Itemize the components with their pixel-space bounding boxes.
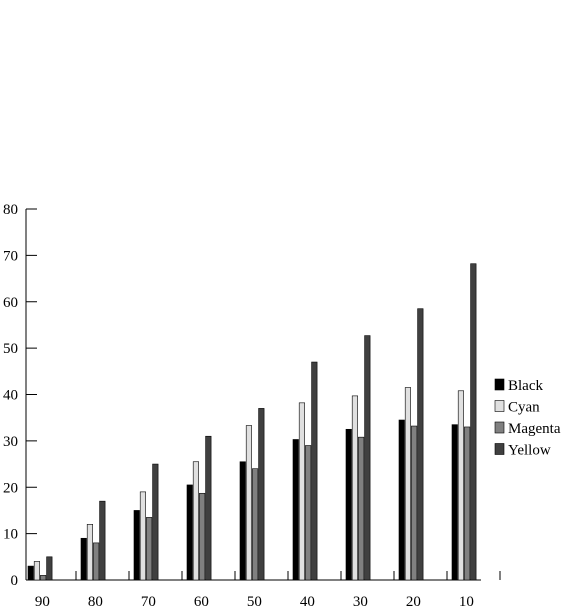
legend-label-yellow: Yellow [508, 443, 551, 459]
y-tick-label: 30 [3, 434, 18, 450]
bar-black-20 [398, 419, 405, 581]
bar-black-40 [292, 439, 299, 581]
x-tick-label: 40 [300, 594, 315, 610]
y-tick-label: 60 [3, 295, 18, 311]
bar-cyan-30 [351, 395, 359, 581]
bar-magenta-80 [93, 542, 100, 581]
bar-magenta-20 [411, 425, 418, 581]
bar-yellow-30 [364, 335, 371, 581]
y-tick-label: 10 [3, 527, 18, 543]
bar-magenta-50 [252, 468, 259, 581]
x-tick-label: 60 [194, 594, 209, 610]
y-tick-label: 20 [3, 480, 18, 496]
bar-yellow-90 [46, 556, 53, 581]
y-tick-label: 80 [3, 202, 18, 218]
bar-yellow-40 [311, 361, 318, 581]
bar-cyan-90 [33, 561, 41, 581]
bar-magenta-90 [40, 575, 47, 581]
bars [27, 263, 477, 581]
bar-cyan-40 [298, 402, 306, 581]
bar-black-90 [27, 565, 34, 581]
bar-black-50 [239, 461, 246, 581]
legend-swatch-black [494, 378, 505, 391]
x-tick-label: 30 [353, 594, 368, 610]
bar-black-70 [133, 510, 140, 581]
bar-cyan-10 [457, 390, 465, 581]
bar-cyan-60 [192, 461, 199, 581]
legend-label-cyan: Cyan [508, 400, 540, 416]
legend-label-magenta: Magenta [508, 421, 561, 437]
legend-swatch-magenta [494, 421, 505, 434]
bar-cyan-70 [139, 491, 146, 581]
bar-black-80 [80, 537, 87, 581]
bar-cyan-80 [86, 524, 93, 581]
bar-yellow-20 [417, 308, 424, 581]
x-tick-label: 20 [406, 594, 421, 610]
bar-magenta-60 [199, 492, 206, 581]
bar-magenta-70 [146, 517, 153, 581]
x-tick-label: 10 [459, 594, 474, 610]
x-tick-label: 80 [88, 594, 103, 610]
x-tick-label: 70 [141, 594, 156, 610]
y-tick-label: 50 [3, 341, 18, 357]
bar-yellow-70 [152, 463, 159, 581]
bar-yellow-50 [258, 408, 265, 581]
bar-black-30 [345, 428, 352, 581]
x-tick-label: 90 [35, 594, 50, 610]
bar-magenta-40 [305, 445, 312, 581]
y-tick-label: 0 [11, 573, 19, 589]
bar-yellow-10 [470, 263, 477, 581]
bar-black-10 [451, 424, 458, 581]
x-tick-label: 50 [247, 594, 262, 610]
bar-black-60 [186, 484, 193, 581]
bar-yellow-60 [205, 435, 212, 581]
legend: Black Cyan Magenta Yellow [494, 378, 561, 459]
bar-magenta-30 [358, 436, 365, 581]
bar-yellow-80 [99, 500, 106, 581]
bar-magenta-10 [464, 426, 471, 581]
legend-swatch-yellow [494, 443, 505, 455]
y-tick-label: 40 [3, 388, 18, 404]
legend-swatch-cyan [494, 400, 505, 412]
bar-cyan-50 [245, 425, 252, 581]
bar-cyan-20 [404, 387, 412, 581]
y-tick-label: 70 [3, 248, 18, 264]
tick-labels: 0 10 20 30 40 50 60 70 80 90 80 70 60 50 40 30 20 10 [3, 202, 474, 610]
legend-label-black: Black [508, 378, 543, 394]
